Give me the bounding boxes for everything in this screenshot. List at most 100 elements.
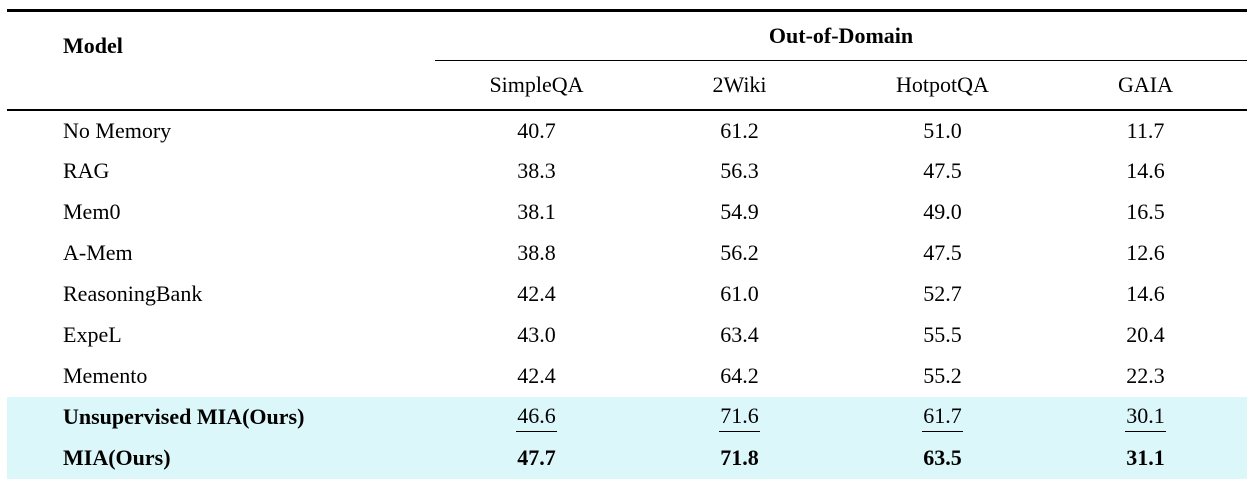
model-name: ReasoningBank [63,281,203,306]
metric-cell: 16.5 [1044,192,1247,233]
metric-cell: 55.5 [841,315,1044,356]
column-header-hotpotqa: HotpotQA [896,71,989,97]
metric-value: 40.7 [517,117,556,143]
group-header-row: Model Out-of-Domain [7,10,1248,61]
metric-value: 12.6 [1126,240,1165,265]
metric-value: 54.9 [720,199,759,224]
metric-cell: 49.0 [841,192,1044,233]
metric-cell: 55.2 [841,356,1044,397]
metric-cell: 31.1 [1044,438,1247,479]
metric-cell: 51.0 [841,110,1044,151]
table-row: ReasoningBank 42.4 61.0 52.7 14.6 [7,274,1247,315]
metric-cell: 43.0 [435,315,638,356]
metric-cell: 22.3 [1044,356,1247,397]
model-name: No Memory [63,117,172,143]
metric-cell: 52.7 [841,274,1044,315]
metric-value-bold: 31.1 [1126,445,1165,470]
column-header-simpleqa: SimpleQA [489,71,584,97]
metric-value-underlined: 61.7 [922,403,963,432]
metric-cell: 47.5 [841,151,1044,192]
metric-cell: 20.4 [1044,315,1247,356]
metric-value: 38.1 [517,199,556,224]
metric-cell: 56.2 [638,233,841,274]
model-name: RAG [63,158,110,183]
metric-cell: 46.6 [435,397,638,438]
metric-value: 22.3 [1126,363,1165,388]
metric-cell: 14.6 [1044,274,1247,315]
metric-value: 52.7 [923,281,962,306]
metric-cell: 56.3 [638,151,841,192]
metric-cell: 12.6 [1044,233,1247,274]
metric-value: 61.0 [720,281,759,306]
metric-cell: 47.7 [435,438,638,479]
results-table: Model Out-of-Domain SimpleQA 2Wiki Hotpo… [7,9,1248,479]
model-name: Unsupervised MIA(Ours) [63,404,305,429]
metric-value: 49.0 [923,199,962,224]
model-name: Mem0 [63,199,121,224]
metric-cell: 63.4 [638,315,841,356]
metric-cell: 40.7 [435,110,638,151]
metric-cell: 61.7 [841,397,1044,438]
metric-value: 55.2 [923,363,962,388]
table-header: Model Out-of-Domain SimpleQA 2Wiki Hotpo… [7,10,1248,110]
metric-cell: 61.0 [638,274,841,315]
metric-value: 55.5 [923,322,962,347]
column-header-2wiki: 2Wiki [712,71,767,97]
metric-cell: 30.1 [1044,397,1247,438]
metric-value-bold: 63.5 [923,445,962,470]
metric-value-underlined: 71.6 [719,403,760,432]
table-row-mia: MIA(Ours) 47.7 71.8 63.5 31.1 [7,437,1248,479]
table-row: RAG 38.3 56.3 47.5 14.6 [7,151,1247,192]
metric-cell: 71.6 [638,397,841,438]
metric-cell: 38.1 [435,192,638,233]
metric-cell: 38.8 [435,233,638,274]
results-table-container: Model Out-of-Domain SimpleQA 2Wiki Hotpo… [7,9,1248,479]
metric-cell: 47.5 [841,233,1044,274]
metric-value: 14.6 [1126,158,1165,183]
metric-value: 38.3 [517,158,556,183]
metric-cell: 42.4 [435,356,638,397]
metric-value: 64.2 [720,363,759,388]
metric-value: 20.4 [1126,322,1165,347]
metric-value: 47.5 [923,158,962,183]
model-name: A-Mem [63,240,133,265]
model-name: ExpeL [63,322,122,347]
metric-value: 42.4 [517,281,556,306]
metric-value: 43.0 [517,322,556,347]
metric-cell: 63.5 [841,438,1044,479]
metric-value: 42.4 [517,363,556,388]
metric-cell: 64.2 [638,356,841,397]
metric-cell: 61.2 [638,110,841,151]
model-column-header: Model [7,11,435,110]
metric-value: 56.3 [720,158,759,183]
table-row: ExpeL 43.0 63.4 55.5 20.4 [7,315,1247,356]
table-row: A-Mem 38.8 56.2 47.5 12.6 [7,233,1247,274]
metric-cell: 14.6 [1044,151,1247,192]
table-row: Mem0 38.1 54.9 49.0 16.5 [7,192,1247,233]
metric-cell: 54.9 [638,192,841,233]
model-column-header-label: Model [63,33,123,59]
metric-value-underlined: 46.6 [516,403,557,432]
metric-cell: 42.4 [435,274,638,315]
metric-value: 38.8 [517,240,556,265]
metric-cell: 71.8 [638,438,841,479]
metric-value: 63.4 [720,322,759,347]
table-row-unsupervised-mia: Unsupervised MIA(Ours) 46.6 71.6 61.7 30… [7,396,1248,438]
table-body: No Memory 40.7 61.2 51.0 11.7 RAG 38.3 5… [7,110,1248,479]
table-row: Memento 42.4 64.2 55.2 22.3 [7,356,1247,397]
metric-value: 11.7 [1126,117,1165,143]
metric-value: 61.2 [720,117,759,143]
metric-value: 14.6 [1126,281,1165,306]
benchmark-header-row: SimpleQA 2Wiki HotpotQA GAIA [7,61,1247,110]
model-name: MIA(Ours) [63,445,171,470]
metric-cell: 38.3 [435,151,638,192]
metric-value: 51.0 [923,117,962,143]
metric-value: 56.2 [720,240,759,265]
model-name: Memento [63,363,148,388]
metric-value-bold: 47.7 [517,445,556,470]
metric-value-bold: 71.8 [720,445,759,470]
metric-value: 47.5 [923,240,962,265]
group-header-out-of-domain: Out-of-Domain [435,10,1248,61]
metric-value: 16.5 [1126,199,1165,224]
table-row: No Memory 40.7 61.2 51.0 11.7 [7,110,1247,151]
